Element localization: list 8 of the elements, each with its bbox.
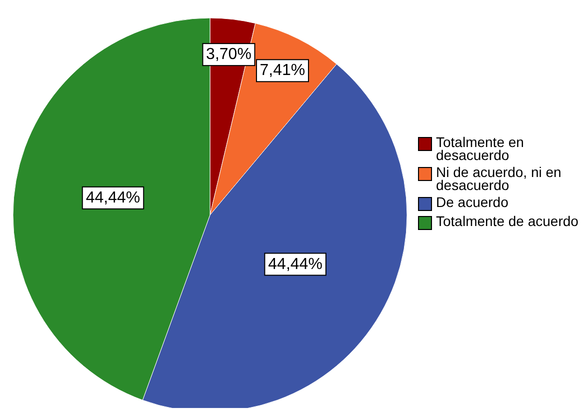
legend-label: Totalmente en desacuerdo — [436, 134, 525, 163]
data-label: 7,41% — [260, 62, 306, 80]
legend-label: Ni de acuerdo, ni en desacuerdo — [436, 164, 562, 193]
legend-label: De acuerdo — [436, 194, 508, 210]
legend-label: Totalmente de acuerdo — [436, 213, 578, 229]
data-label: 44,44% — [268, 256, 322, 273]
data-label: 3,70% — [206, 46, 252, 64]
data-label: 44,44% — [86, 189, 140, 206]
